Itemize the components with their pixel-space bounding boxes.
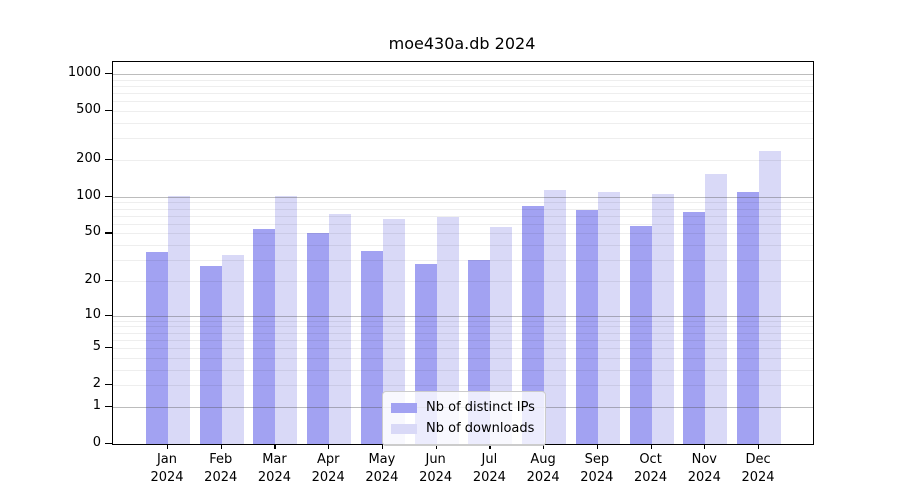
chart-legend: Nb of distinct IPs Nb of downloads: [382, 391, 546, 446]
x-tick-mark-jan: [167, 444, 169, 449]
bar-nb-of-downloads-aug: [544, 189, 567, 444]
y-tick-mark-2: [105, 384, 112, 386]
y-tick-label-100: 100: [76, 187, 101, 203]
bar-nb-of-distinct-ips-jan: [146, 252, 168, 444]
bar-nb-of-distinct-ips-dec: [737, 191, 760, 444]
y-tick-mark-1000: [105, 73, 112, 75]
bar-nb-of-downloads-jun: [436, 217, 459, 444]
x-tick-label-sep-2024: Sep 2024: [580, 452, 614, 485]
x-tick-mark-may: [381, 444, 384, 449]
x-tick-mark-oct: [650, 444, 652, 449]
x-tick-label-oct-2024: Oct 2024: [634, 452, 668, 485]
x-tick-mark-dec: [758, 444, 760, 449]
bar-nb-of-distinct-ips-nov: [683, 212, 706, 444]
x-tick-label-jun-2024: Jun 2024: [419, 452, 453, 485]
bar-nb-of-distinct-ips-feb: [199, 265, 222, 444]
y-tick-label-0: 0: [92, 435, 101, 450]
x-tick-label-apr-2024: Apr 2024: [311, 452, 345, 485]
x-tick-mark-mar: [274, 444, 276, 449]
legend-label-downloads: Nb of downloads: [426, 421, 535, 436]
x-tick-mark-nov: [704, 444, 706, 449]
y-tick-label-500: 500: [76, 102, 101, 118]
x-tick-label-dec-2024: Dec 2024: [741, 452, 775, 485]
bar-nb-of-distinct-ips-aug: [522, 206, 545, 444]
x-tick-mark-jun: [435, 444, 437, 449]
x-tick-mark-jul: [489, 444, 491, 449]
legend-swatch-distinct-ips: [391, 402, 417, 413]
y-tick-mark-5: [105, 347, 112, 349]
y-tick-mark-50: [105, 232, 112, 234]
bar-nb-of-downloads-jul: [490, 226, 513, 444]
x-tick-label-may-2024: May 2024: [365, 452, 399, 485]
x-tick-mark-feb: [220, 444, 222, 449]
plot-area: Nb of distinct IPs Nb of downloads: [112, 61, 814, 446]
legend-item-distinct-ips: Nb of distinct IPs: [391, 397, 537, 418]
x-tick-label-nov-2024: Nov 2024: [687, 452, 721, 485]
x-tick-mark-aug: [543, 444, 545, 449]
y-tick-mark-10: [105, 314, 112, 316]
y-tick-label-1000: 1000: [67, 65, 101, 81]
y-tick-mark-0: [105, 443, 112, 445]
bar-nb-of-downloads-apr: [329, 213, 352, 444]
bar-nb-of-distinct-ips-mar: [253, 229, 276, 444]
y-tick-label-200: 200: [76, 151, 101, 167]
x-tick-label-aug-2024: Aug 2024: [526, 452, 560, 485]
y-tick-label-50: 50: [84, 224, 101, 240]
bar-nb-of-downloads-may: [382, 218, 405, 444]
bar-nb-of-downloads-mar: [275, 196, 298, 444]
chart-title: moe430a.db 2024: [388, 34, 536, 53]
legend-item-downloads: Nb of downloads: [391, 418, 537, 439]
x-tick-label-jul-2024: Jul 2024: [472, 452, 506, 485]
bar-nb-of-downloads-jan: [168, 195, 190, 444]
y-tick-mark-1: [105, 405, 112, 408]
y-tick-mark-500: [105, 110, 112, 112]
x-tick-label-mar-2024: Mar 2024: [257, 452, 291, 485]
y-tick-mark-20: [105, 279, 112, 282]
y-tick-mark-200: [105, 159, 112, 161]
y-tick-label-5: 5: [92, 339, 101, 355]
bar-nb-of-downloads-nov: [705, 173, 728, 444]
y-tick-label-2: 2: [92, 376, 101, 392]
y-tick-label-1: 1: [92, 397, 101, 413]
y-tick-label-20: 20: [84, 271, 101, 287]
x-tick-label-feb-2024: Feb 2024: [204, 452, 238, 485]
x-tick-label-jan-2024: Jan 2024: [150, 452, 184, 485]
x-tick-mark-sep: [596, 444, 599, 449]
bar-nb-of-downloads-dec: [759, 151, 782, 444]
bar-nb-of-downloads-feb: [221, 255, 244, 444]
legend-label-distinct-ips: Nb of distinct IPs: [426, 400, 535, 415]
y-tick-mark-100: [105, 195, 112, 198]
y-tick-label-10: 10: [84, 306, 101, 322]
bar-nb-of-distinct-ips-may: [360, 250, 383, 444]
bar-nb-of-distinct-ips-apr: [307, 233, 330, 444]
bar-nb-of-distinct-ips-sep: [575, 210, 598, 444]
x-tick-mark-apr: [328, 444, 330, 449]
bar-nb-of-downloads-sep: [597, 191, 620, 444]
bar-nb-of-downloads-oct: [651, 194, 674, 444]
legend-swatch-downloads: [391, 423, 417, 434]
bar-nb-of-distinct-ips-oct: [629, 225, 652, 444]
bars-layer: [113, 62, 813, 444]
